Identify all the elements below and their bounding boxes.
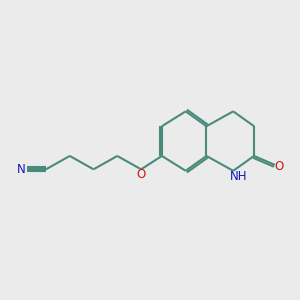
Text: O: O (136, 168, 146, 181)
Text: O: O (275, 160, 284, 173)
Text: N: N (17, 163, 26, 176)
Text: NH: NH (230, 170, 247, 183)
